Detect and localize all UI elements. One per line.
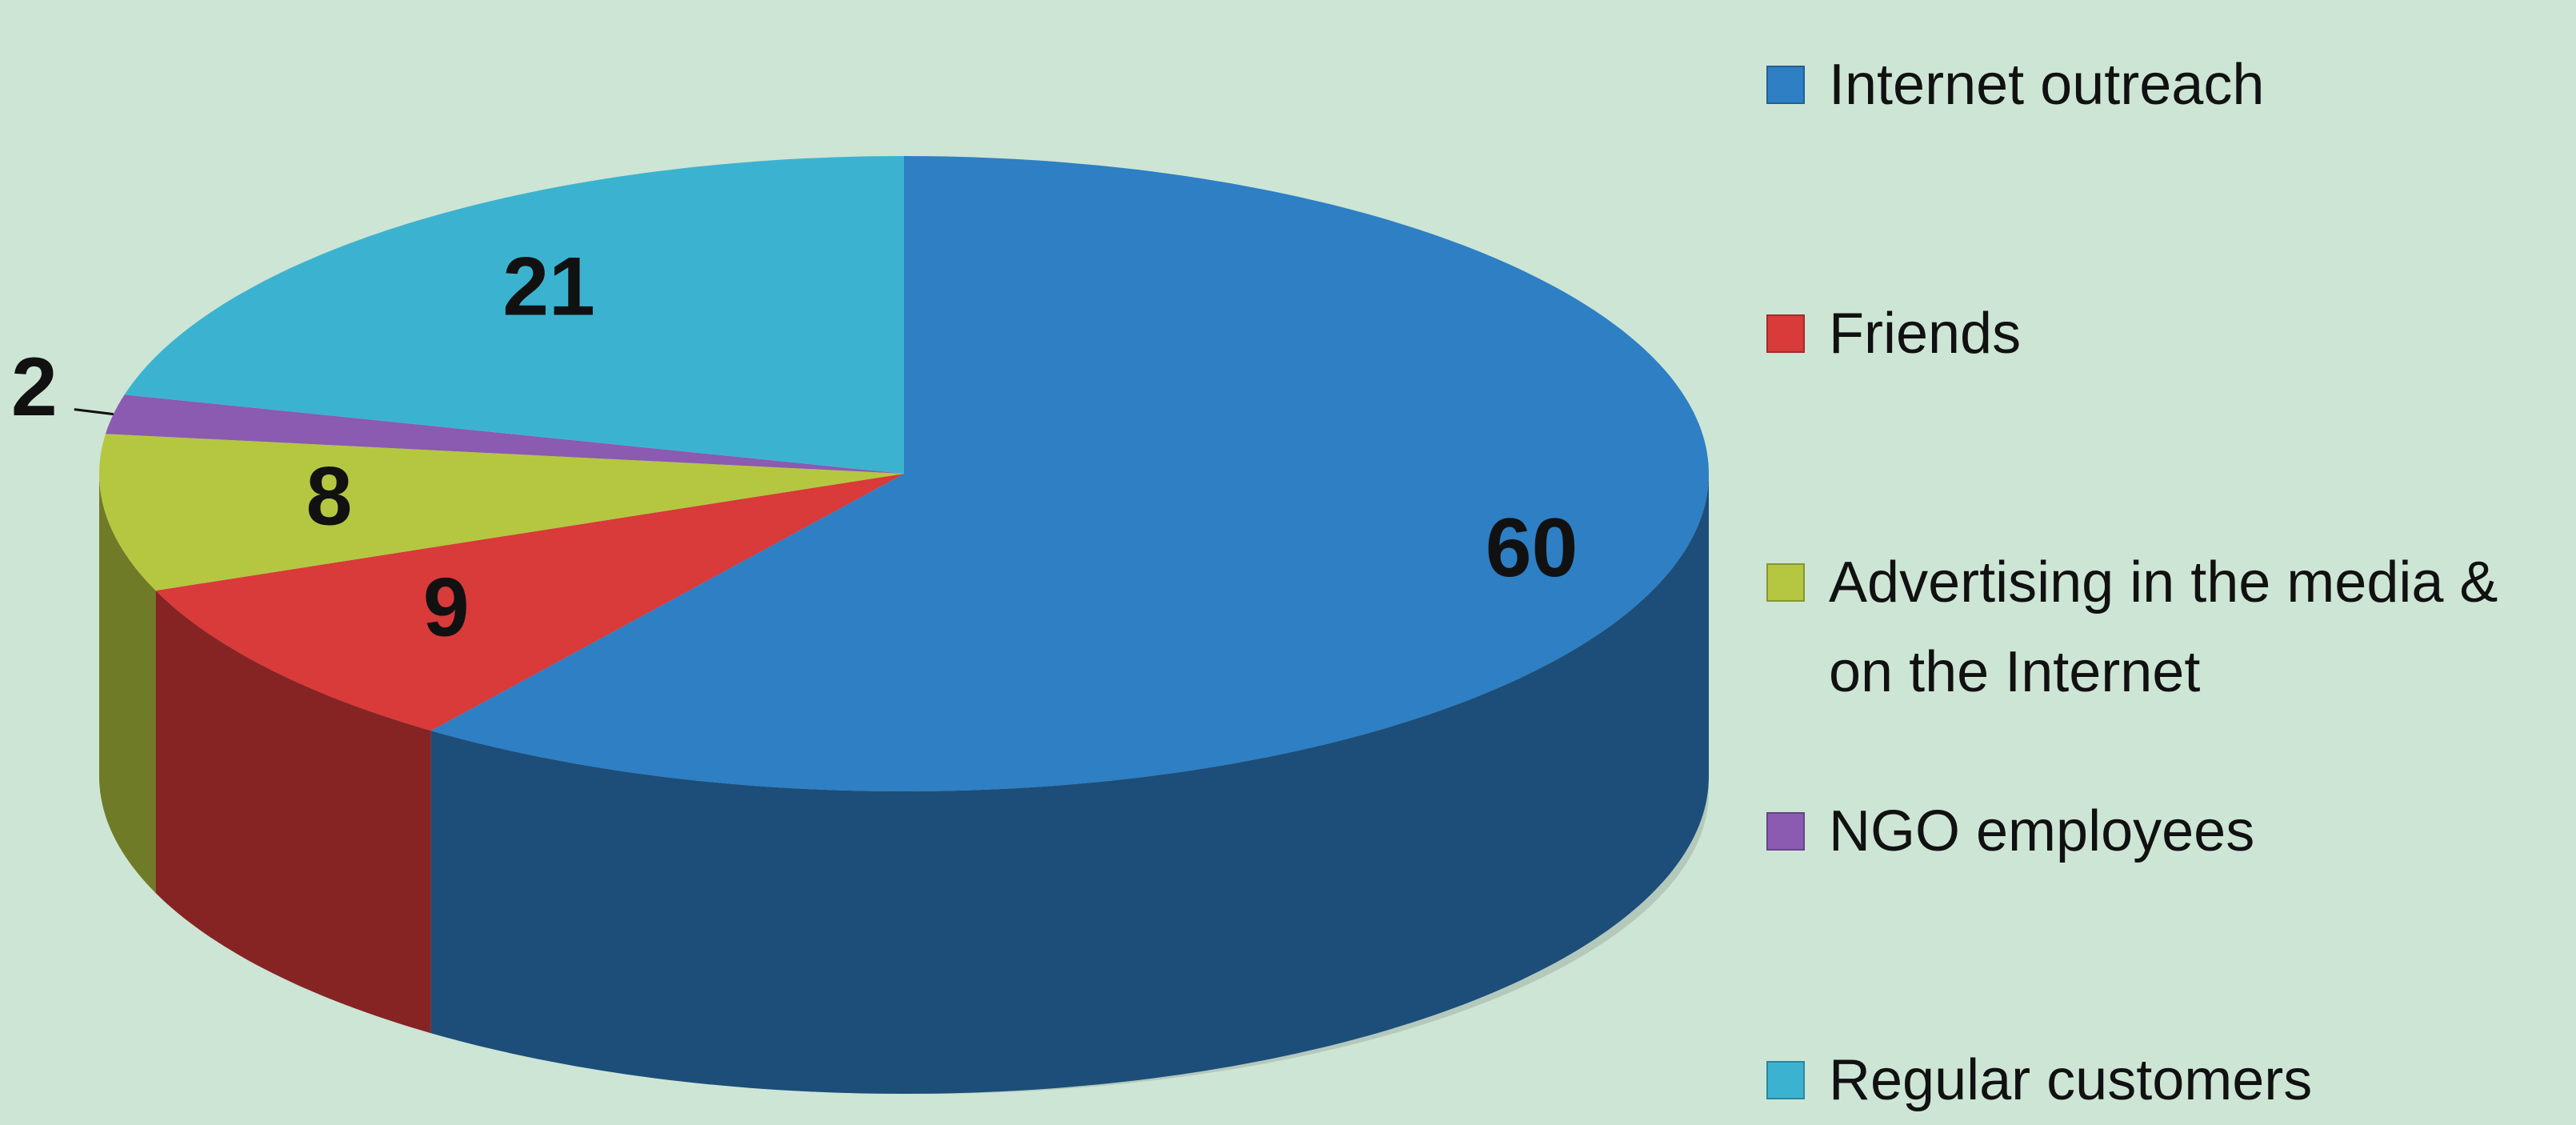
legend-item: Internet outreach xyxy=(1766,40,2574,130)
legend-item: Regular customers xyxy=(1766,1035,2574,1125)
chart: 60 98 2 21 xyxy=(11,156,1710,1095)
data-label: 21 xyxy=(502,241,595,334)
legend-item: Advertising in the media & on the Intern… xyxy=(1766,538,2574,717)
legend-swatch xyxy=(1766,1061,1805,1099)
pie-slice xyxy=(430,156,1710,791)
pie-slice xyxy=(155,474,905,731)
pie-side xyxy=(99,474,156,894)
legend-label: Friends xyxy=(1829,302,2022,366)
legend-label: NGO employees xyxy=(1829,799,2255,863)
pie-side-shade xyxy=(99,474,156,894)
legend-swatch xyxy=(1766,563,1805,602)
legend-label: Regular customers xyxy=(1829,1048,2313,1112)
leader-line xyxy=(74,408,114,416)
pie-side-shade xyxy=(430,474,1710,1094)
legend-swatch xyxy=(1766,314,1805,353)
data-label: 60 xyxy=(1486,502,1578,595)
legend-label: Advertising in the media & on the Intern… xyxy=(1829,550,2498,704)
legend-item: NGO employees xyxy=(1766,787,2574,876)
legend-swatch xyxy=(1766,66,1805,104)
pie-side xyxy=(430,474,1710,1094)
pie-side xyxy=(155,591,431,1034)
legend-swatch xyxy=(1766,812,1805,851)
legend-label: Internet outreach xyxy=(1829,53,2265,117)
pie-side-shade xyxy=(155,591,431,1034)
pie-slice xyxy=(99,434,904,591)
data-label: 8 xyxy=(306,450,352,542)
legend-item: Friends xyxy=(1766,289,2574,378)
pie-slice xyxy=(105,394,904,474)
data-label: 2 xyxy=(11,341,58,434)
data-label: 9 xyxy=(423,562,470,655)
pie-slice xyxy=(124,156,905,474)
